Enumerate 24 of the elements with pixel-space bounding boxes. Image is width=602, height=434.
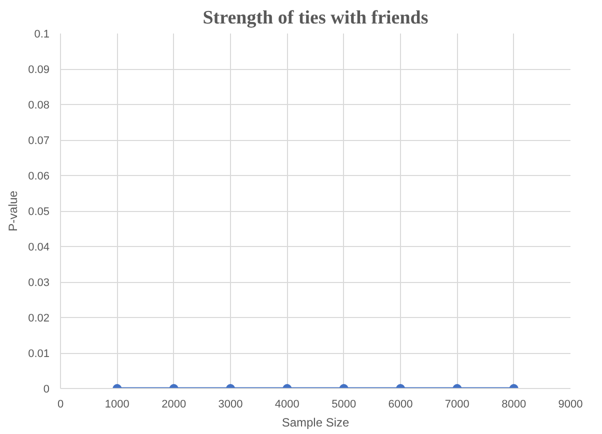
x-tick-label: 1000 [104, 398, 130, 410]
y-tick-label: 0.06 [28, 170, 50, 182]
y-tick-label: 0.09 [28, 64, 50, 76]
y-tick-label: 0.03 [28, 277, 50, 289]
x-axis-title: Sample Size [282, 416, 350, 430]
x-tick-label: 6000 [388, 398, 413, 410]
x-tick-label: 7000 [444, 398, 470, 410]
y-axis-title: P-value [6, 190, 20, 232]
x-tick-label: 8000 [502, 398, 526, 410]
x-tick-label: 2000 [162, 398, 186, 410]
chart-title: Strength of ties with friends [202, 8, 428, 28]
y-tick-label: 0.07 [28, 135, 50, 147]
y-tick-label: 0.1 [34, 28, 50, 40]
x-tick-label: 3000 [218, 398, 243, 410]
y-tick-label: 0 [43, 384, 50, 396]
y-tick-label: 0.01 [28, 348, 50, 360]
y-tick-label: 0.05 [28, 206, 50, 218]
x-tick-label: 0 [57, 398, 64, 410]
y-tick-label: 0.08 [28, 100, 50, 112]
y-tick-label: 0.04 [28, 242, 50, 254]
x-tick-label: 5000 [332, 398, 356, 410]
x-tick-label: 4000 [274, 398, 300, 410]
x-tick-label: 9000 [558, 398, 583, 410]
y-tick-label: 0.02 [28, 312, 50, 324]
